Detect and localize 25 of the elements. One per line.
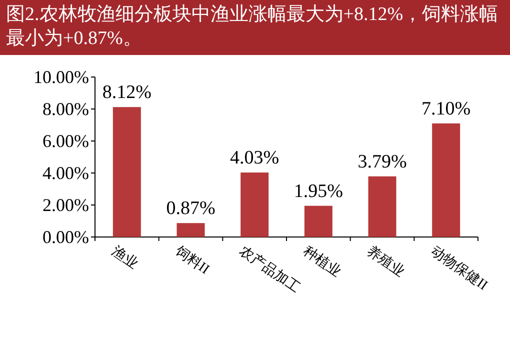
bar <box>176 223 205 237</box>
data-label: 1.95% <box>294 180 344 202</box>
x-tick-label: 种植业 <box>300 243 344 280</box>
x-tick-label: 农产品加工 <box>236 243 303 296</box>
x-tick-label: 渔业 <box>108 243 141 272</box>
bar <box>304 206 332 237</box>
y-tick-label: 0.00% <box>42 227 89 247</box>
chart-title: 图2.农林牧渔细分板块中渔业涨幅最大为+8.12%，饲料涨幅最小为+0.87%。 <box>0 0 510 55</box>
x-tick-label: 动物保健II <box>428 243 491 294</box>
data-label: 4.03% <box>230 148 280 169</box>
y-tick-label: 8.00% <box>42 99 89 119</box>
x-tick-label: 养殖业 <box>364 243 408 280</box>
x-tick-label: 饲料II <box>172 242 212 278</box>
bar <box>368 176 396 237</box>
data-label: 7.10% <box>422 98 471 120</box>
y-tick-label: 2.00% <box>42 195 89 215</box>
y-tick-label: 6.00% <box>42 131 89 151</box>
data-label: 3.79% <box>358 151 407 172</box>
data-label: 8.12% <box>102 82 152 104</box>
bar <box>240 172 269 237</box>
y-tick-label: 4.00% <box>42 163 89 183</box>
bar <box>432 123 460 237</box>
y-tick-label: 10.00% <box>34 67 89 87</box>
bar <box>112 107 141 237</box>
data-label: 0.87% <box>166 198 216 220</box>
